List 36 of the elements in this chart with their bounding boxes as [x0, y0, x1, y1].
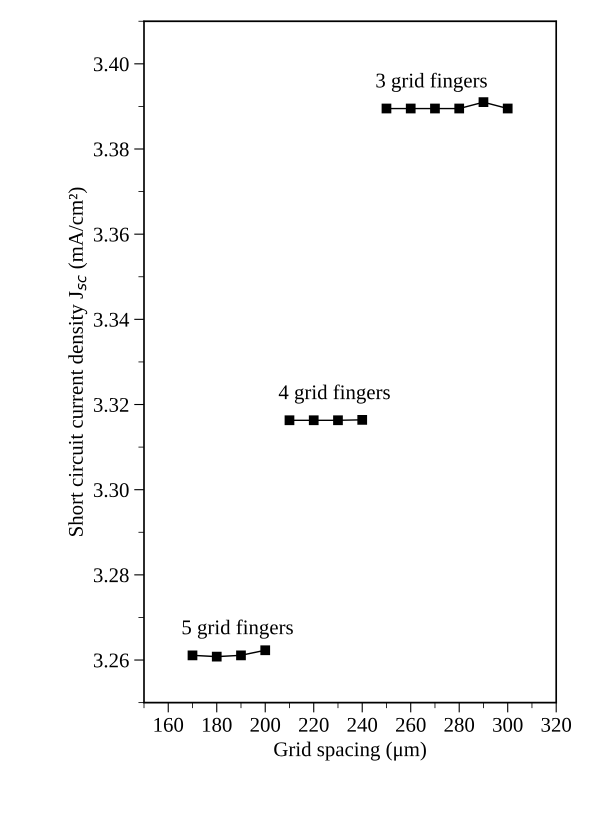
- point: [454, 104, 464, 114]
- point: [478, 97, 488, 108]
- x-tick-label: 160: [154, 718, 184, 732]
- series-label: 4 grid fingers: [278, 384, 390, 404]
- x-tick-label: 180: [202, 718, 232, 732]
- x-tick-label: 300: [493, 718, 523, 732]
- point: [308, 415, 319, 426]
- x-tick-label: 280: [444, 718, 474, 732]
- point: [212, 652, 222, 662]
- series-label: 3 grid fingers: [376, 72, 487, 92]
- y-tick-label: 3.30: [94, 483, 129, 498]
- x-tick-label: 220: [299, 718, 329, 732]
- point: [357, 414, 368, 425]
- point: [430, 104, 440, 114]
- point: [382, 104, 392, 114]
- point: [406, 104, 416, 114]
- y-tick-label: 3.38: [94, 142, 129, 157]
- y-tick-label: 3.26: [94, 653, 129, 668]
- point: [333, 415, 343, 426]
- point: [188, 650, 198, 660]
- y-tick-label: 3.40: [94, 57, 129, 72]
- x-tick-label: 240: [348, 718, 378, 732]
- y-tick-label: 3.34: [94, 312, 130, 327]
- y-tick-label: 3.28: [94, 568, 129, 582]
- point: [236, 650, 246, 660]
- point: [502, 104, 513, 114]
- series-label: 5 grid fingers: [182, 620, 293, 639]
- x-axis-title: Grid spacing (μm): [274, 742, 426, 761]
- x-tick-label: 200: [250, 718, 280, 732]
- y-axis-title: Short circuit current density J$_{sc}$ (mA/cm²): [68, 188, 88, 536]
- y-tick-label: 3.36: [94, 228, 129, 242]
- point: [260, 645, 270, 656]
- x-tick-label: 260: [396, 718, 426, 732]
- x-tick-label: 320: [542, 718, 572, 732]
- y-tick-label: 3.32: [94, 398, 128, 412]
- point: [284, 415, 294, 426]
